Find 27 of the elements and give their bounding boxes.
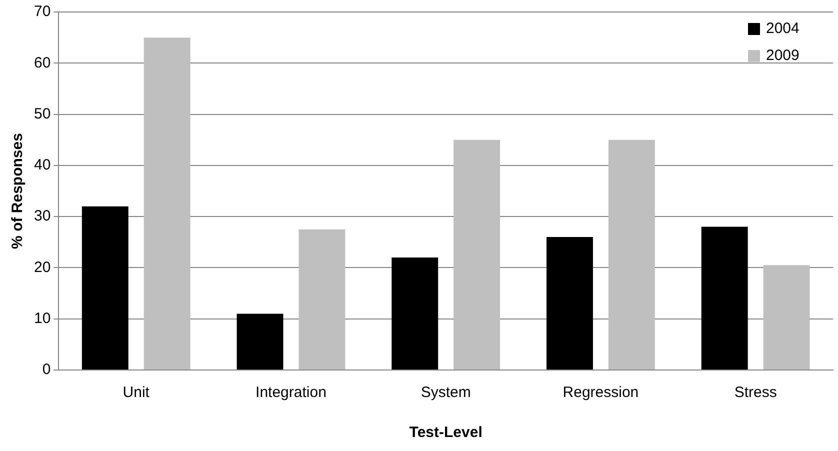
- bar: [546, 237, 593, 370]
- y-tick-label: 50: [34, 105, 51, 122]
- legend-label: 2004: [766, 20, 800, 38]
- y-tick-label: 30: [34, 208, 51, 225]
- x-axis-title: Test-Level: [409, 424, 482, 442]
- bar: [763, 265, 810, 370]
- bar: [608, 140, 655, 370]
- y-tick-label: 70: [34, 3, 51, 20]
- bar: [82, 206, 128, 370]
- y-tick-label: 60: [34, 54, 51, 72]
- bar: [454, 140, 500, 370]
- x-tick-label: Regression: [562, 384, 639, 402]
- bar: [144, 38, 190, 370]
- y-tick-label: 0: [42, 361, 51, 378]
- bar: [298, 229, 346, 370]
- y-tick-label: 10: [34, 310, 51, 327]
- x-tick-label: Integration: [256, 384, 326, 402]
- x-tick-label: Stress: [734, 384, 777, 402]
- y-tick-label: 40: [34, 156, 51, 174]
- y-tick-label: 20: [34, 258, 51, 276]
- y-axis-title: % of Responses: [9, 133, 26, 249]
- x-tick-label: System: [420, 384, 471, 402]
- bar: [236, 314, 284, 370]
- bar: [701, 226, 748, 370]
- legend-label: 2009: [766, 47, 800, 64]
- x-tick-label: Unit: [122, 384, 150, 402]
- bar: [392, 257, 438, 370]
